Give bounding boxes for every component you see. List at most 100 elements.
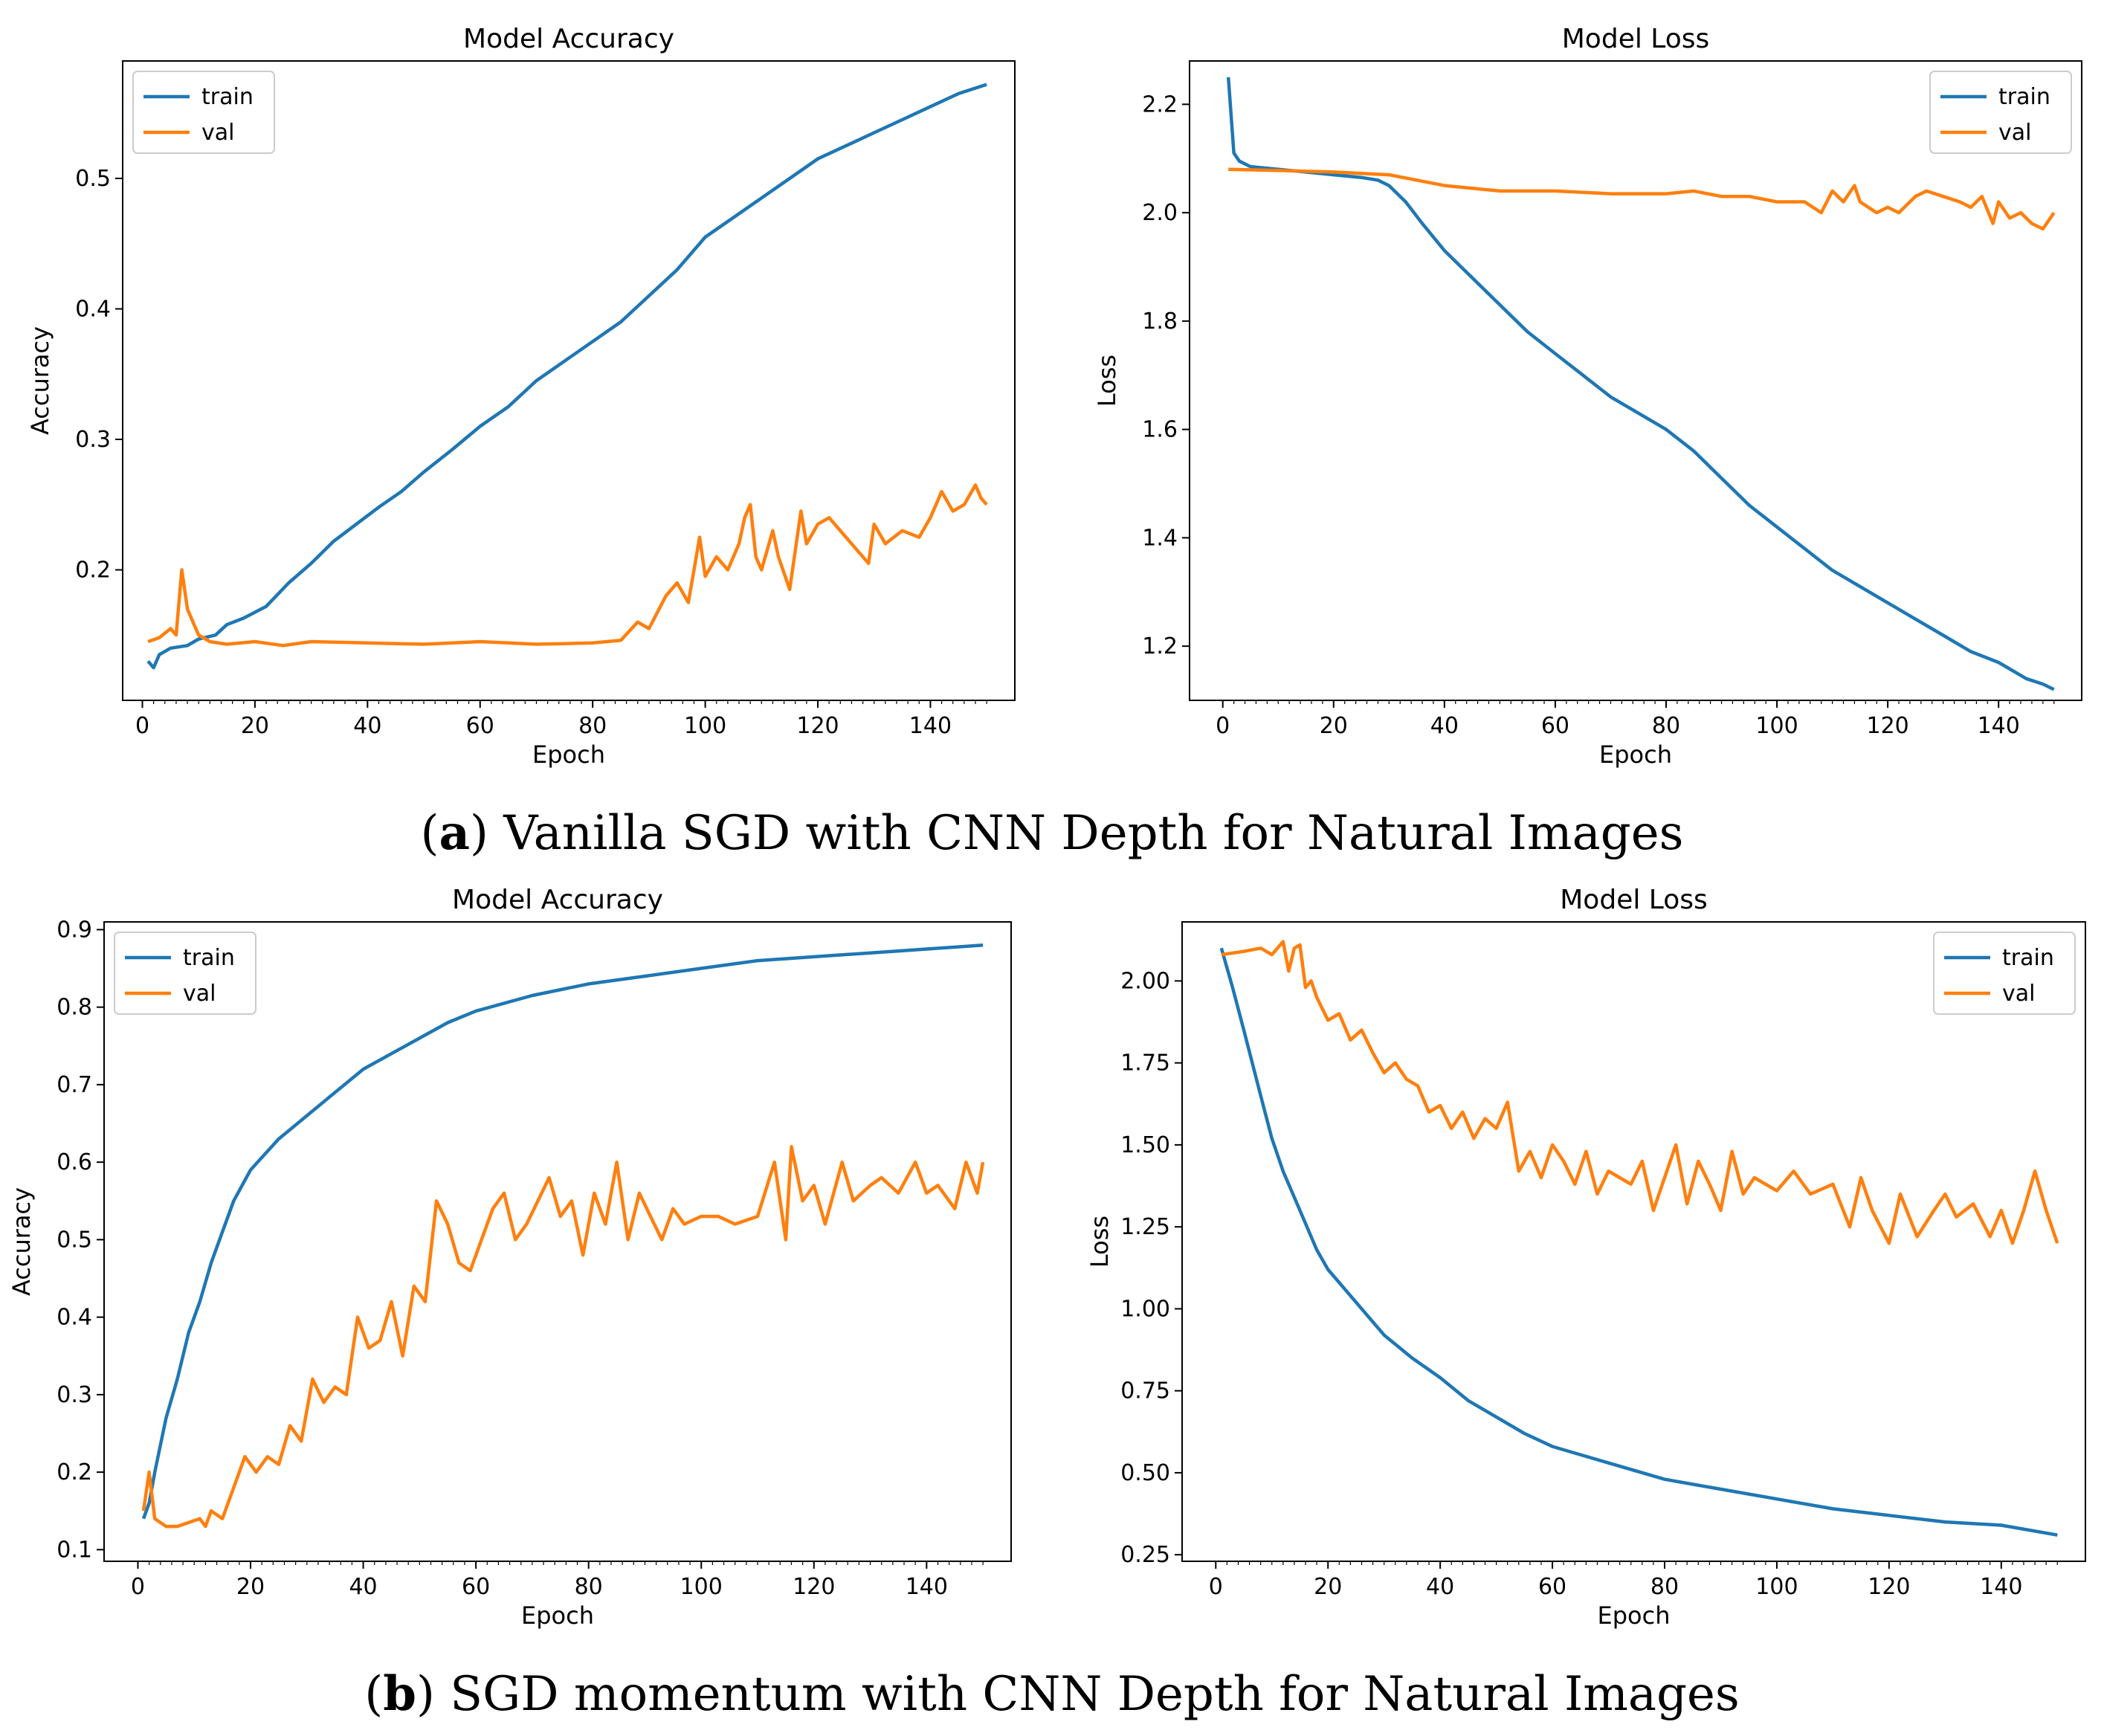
- x-tick-label: 140: [1978, 713, 2020, 739]
- series-line-train: [1226, 77, 2055, 691]
- x-tick-label: 0: [131, 1574, 145, 1600]
- y-tick-label: 0.5: [57, 1227, 92, 1253]
- x-tick-label: 20: [236, 1574, 265, 1600]
- y-tick-label: 1.6: [1142, 417, 1178, 443]
- x-axis-label: Epoch: [1598, 1601, 1671, 1630]
- x-tick-label: 120: [1868, 1574, 1910, 1600]
- x-tick-label: 0: [1216, 713, 1230, 739]
- y-axis-label: Accuracy: [7, 1187, 36, 1296]
- series-line-train: [146, 83, 987, 670]
- x-tick-label: 100: [684, 713, 726, 739]
- legend-label-train: train: [201, 84, 254, 110]
- x-tick-label: 60: [1541, 713, 1569, 739]
- caption-a: (a) Vanilla SGD with CNN Depth for Natur…: [421, 805, 1684, 861]
- y-tick-label: 1.75: [1120, 1051, 1170, 1077]
- caption-a-letter: a: [439, 805, 470, 861]
- x-tick-label: 140: [909, 713, 952, 739]
- x-tick-label: 120: [1866, 713, 1908, 739]
- x-tick-label: 100: [1755, 1574, 1798, 1600]
- x-tick-label: 140: [906, 1574, 948, 1600]
- caption-a-text: Vanilla SGD with CNN Depth for Natural I…: [488, 806, 1684, 861]
- y-tick-label: 0.7: [57, 1072, 92, 1098]
- panel-a-loss: Model Loss 0 20 40 60 80 100 120 140 1.2 1.4 1.6 1.8…: [1093, 24, 2082, 769]
- panel-a-accuracy: Model Accuracy 0 20 40 60 80 100 120 140 0.2 0.3 0.…: [26, 24, 1016, 769]
- legend-label-val: val: [2002, 981, 2035, 1007]
- legend-label-train: train: [2002, 945, 2054, 971]
- y-tick-label: 0.3: [75, 427, 111, 453]
- x-tick-label: 80: [1650, 1574, 1679, 1600]
- y-axis-label: Accuracy: [26, 326, 54, 435]
- x-tick-label: 60: [1538, 1574, 1566, 1600]
- y-tick-label: 0.8: [57, 995, 92, 1021]
- x-tick-label: 40: [1426, 1574, 1454, 1600]
- y-tick-label: 0.9: [57, 917, 92, 943]
- x-tick-label: 20: [1314, 1574, 1342, 1600]
- y-tick-label: 0.2: [57, 1459, 92, 1485]
- x-tick-label: 0: [135, 713, 149, 739]
- series-line-val: [1221, 940, 2059, 1245]
- x-tick-label: 120: [796, 713, 839, 739]
- legend-label-train: train: [1998, 84, 2050, 110]
- x-tick-label: 140: [1980, 1574, 2022, 1600]
- x-tick-label: 40: [349, 1574, 377, 1600]
- y-tick-label: 0.4: [57, 1305, 92, 1331]
- series-line-val: [147, 483, 988, 648]
- chart-title: Model Loss: [1562, 24, 1710, 54]
- y-tick-label: 0.4: [75, 296, 111, 322]
- series-line-train: [141, 943, 984, 1520]
- caption-b-text: SGD momentum with CNN Depth for Natural …: [435, 1667, 1740, 1722]
- series-line-val: [1228, 167, 2056, 231]
- y-axis-label: Loss: [1093, 355, 1121, 407]
- x-axis-label: Epoch: [1599, 740, 1672, 769]
- axes-frame: [103, 921, 1012, 1562]
- legend-label-val: val: [183, 981, 216, 1007]
- axes-frame: [122, 60, 1016, 701]
- chart-title: Model Loss: [1560, 885, 1708, 915]
- x-tick-label: 80: [1652, 713, 1680, 739]
- y-tick-label: 2.00: [1120, 968, 1170, 994]
- series-line-train: [1219, 947, 2058, 1537]
- x-tick-label: 60: [462, 1574, 490, 1600]
- y-tick-label: 0.5: [75, 166, 111, 192]
- y-tick-label: 1.50: [1120, 1132, 1170, 1158]
- x-axis-label: Epoch: [521, 1601, 594, 1630]
- y-tick-label: 2.0: [1142, 200, 1178, 226]
- y-tick-label: 1.25: [1120, 1214, 1170, 1240]
- axes-frame: [1189, 60, 2082, 701]
- y-tick-label: 0.75: [1120, 1378, 1170, 1404]
- y-tick-label: 0.1: [57, 1537, 92, 1563]
- x-tick-label: 20: [241, 713, 269, 739]
- x-tick-label: 60: [466, 713, 494, 739]
- x-axis-label: Epoch: [532, 740, 605, 769]
- panel-b-accuracy: Model Accuracy 0 20 40 60 80 100 120 140 0.1 0.2 0.…: [7, 885, 1012, 1630]
- y-tick-label: 1.8: [1142, 309, 1178, 335]
- legend-label-val: val: [1998, 120, 2031, 146]
- y-tick-label: 0.25: [1120, 1542, 1170, 1568]
- x-tick-label: 0: [1209, 1574, 1223, 1600]
- x-tick-label: 120: [793, 1574, 835, 1600]
- y-tick-label: 0.3: [57, 1382, 92, 1408]
- axes-frame: [1181, 921, 2086, 1562]
- x-tick-label: 100: [1755, 713, 1798, 739]
- y-tick-label: 0.2: [75, 557, 111, 583]
- series-line-val: [141, 1145, 985, 1529]
- caption-b-letter: b: [383, 1666, 416, 1722]
- x-tick-label: 80: [578, 713, 607, 739]
- x-tick-label: 100: [680, 1574, 723, 1600]
- x-tick-label: 20: [1320, 713, 1348, 739]
- x-tick-label: 40: [1430, 713, 1459, 739]
- x-tick-label: 40: [353, 713, 381, 739]
- y-tick-label: 1.2: [1142, 633, 1178, 659]
- chart-title: Model Accuracy: [463, 24, 674, 54]
- y-tick-label: 1.4: [1142, 525, 1178, 551]
- y-tick-label: 1.00: [1120, 1296, 1170, 1322]
- legend-label-val: val: [201, 120, 234, 146]
- y-tick-label: 0.50: [1120, 1460, 1170, 1486]
- caption-b: (b) SGD momentum with CNN Depth for Natu…: [364, 1666, 1740, 1722]
- y-axis-label: Loss: [1085, 1216, 1114, 1268]
- legend-label-train: train: [183, 945, 235, 971]
- chart-title: Model Accuracy: [452, 885, 663, 915]
- panel-b-loss: Model Loss 0 20 40 60 80 100 120 140 0.25 0.50 0.75…: [1085, 885, 2086, 1630]
- y-tick-label: 2.2: [1142, 91, 1178, 117]
